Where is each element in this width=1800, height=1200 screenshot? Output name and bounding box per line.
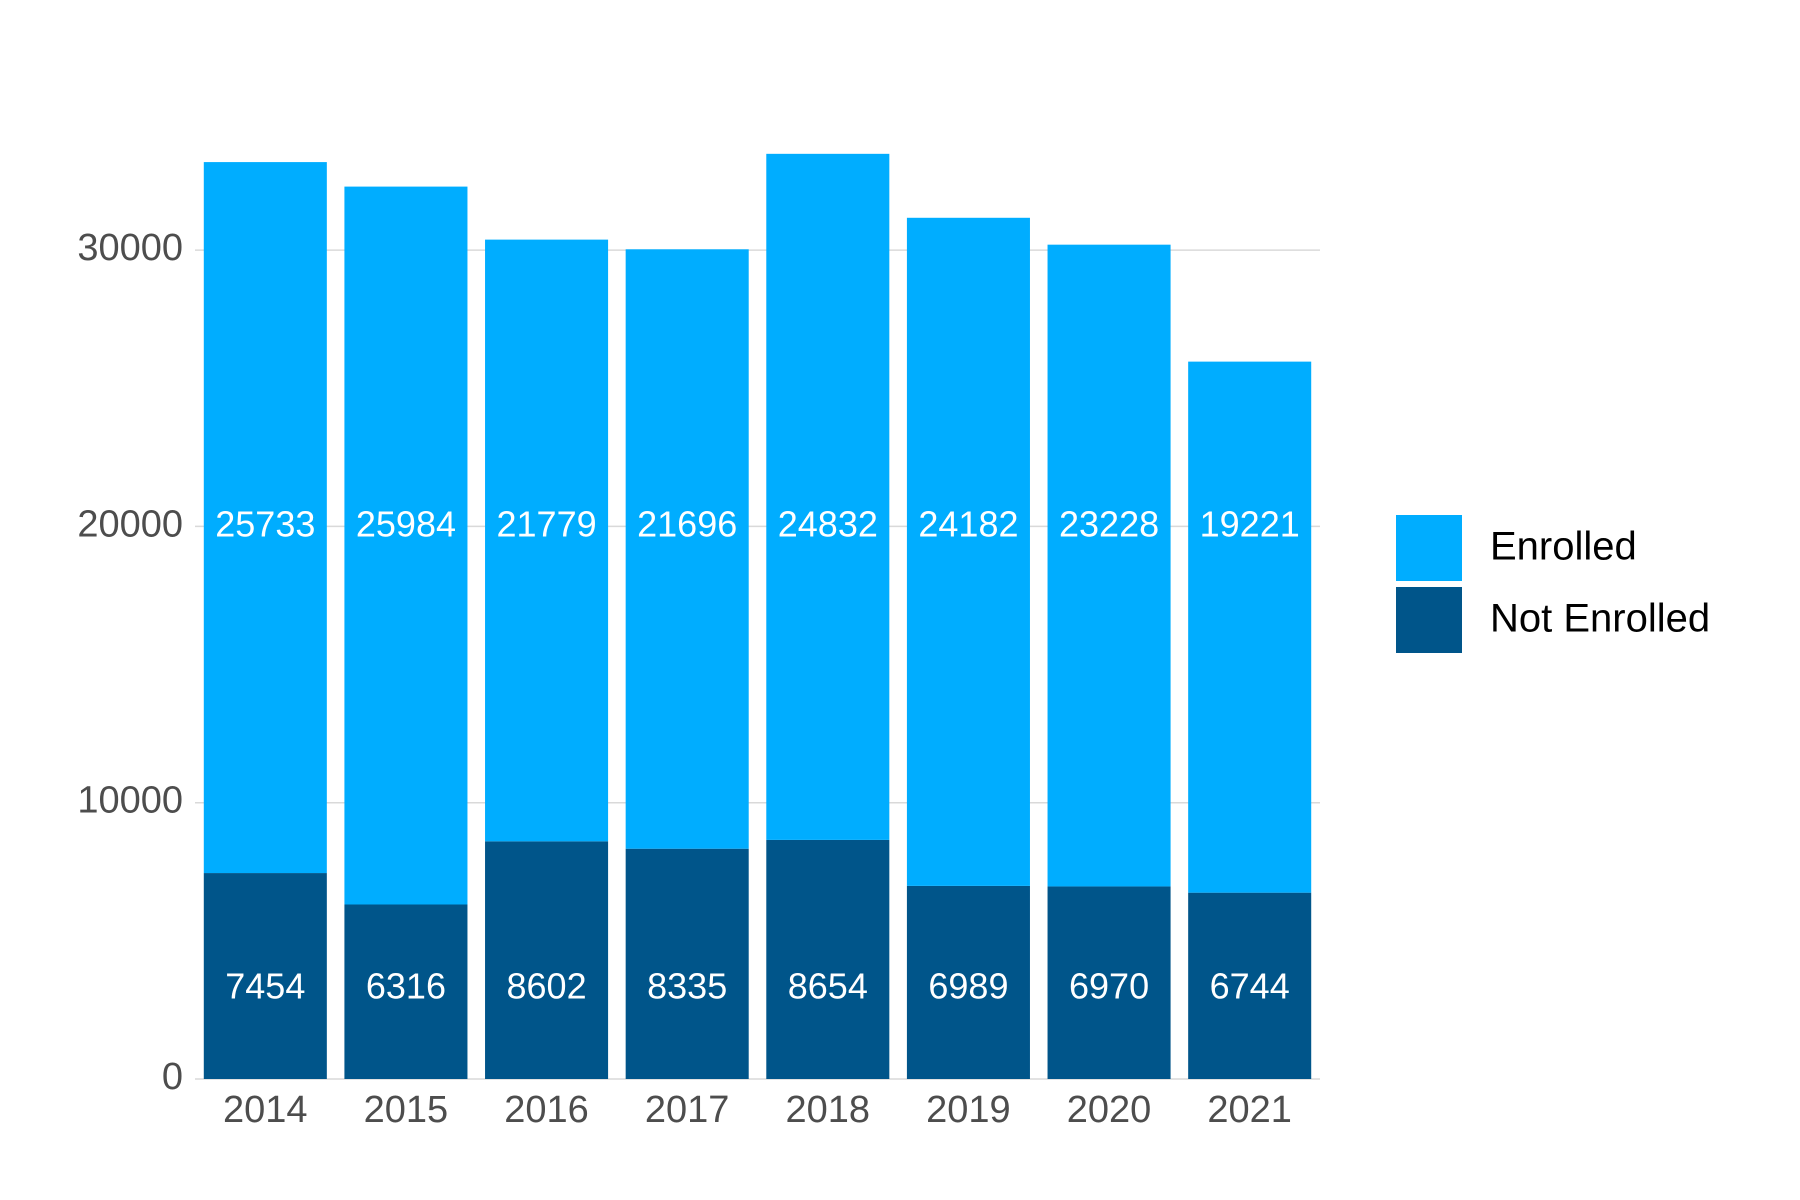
x-tick-label: 2016 — [504, 1089, 589, 1131]
data-label: 6744 — [1210, 966, 1290, 1007]
data-label: 8335 — [647, 966, 727, 1007]
y-tick-label: 10000 — [77, 780, 183, 822]
data-label: 7454 — [225, 966, 305, 1007]
data-label: 6989 — [928, 966, 1008, 1007]
data-label: 23228 — [1059, 504, 1159, 545]
data-label: 8654 — [788, 966, 868, 1007]
bar-segment — [766, 839, 890, 1079]
bar-segment — [1188, 361, 1312, 893]
y-tick-label: 30000 — [77, 227, 183, 269]
data-label: 6970 — [1069, 966, 1149, 1007]
data-label: 21779 — [497, 504, 597, 545]
bar-segment — [344, 904, 468, 1079]
bar-segment — [766, 153, 890, 840]
y-tick-label: 20000 — [77, 503, 183, 545]
bar-segment — [203, 162, 327, 874]
legend-label: Enrolled — [1490, 525, 1637, 569]
data-label: 8602 — [507, 966, 587, 1007]
data-label: 24832 — [778, 504, 878, 545]
bar-segment — [1047, 244, 1171, 887]
legend-key — [1396, 515, 1462, 581]
y-tick-label: 0 — [162, 1056, 183, 1098]
data-label: 19221 — [1200, 504, 1300, 545]
bar-segment — [906, 885, 1030, 1079]
data-label: 21696 — [637, 504, 737, 545]
x-tick-label: 2021 — [1207, 1089, 1292, 1131]
x-tick-label: 2019 — [926, 1089, 1011, 1131]
bar-segment — [625, 249, 749, 849]
x-tick-label: 2020 — [1067, 1089, 1152, 1131]
bar-segment — [1047, 886, 1171, 1079]
bar-segment — [485, 841, 609, 1079]
bar-segment — [906, 217, 1030, 886]
data-label: 24182 — [918, 504, 1018, 545]
x-tick-label: 2015 — [364, 1089, 449, 1131]
data-label: 25733 — [215, 504, 315, 545]
bar-segment — [203, 873, 327, 1079]
x-tick-label: 2017 — [645, 1089, 730, 1131]
data-label: 25984 — [356, 504, 456, 545]
legend-key — [1396, 587, 1462, 653]
x-tick-label: 2018 — [786, 1089, 871, 1131]
legend-label: Not Enrolled — [1490, 597, 1710, 641]
bar-segment — [1188, 892, 1312, 1079]
x-tick-label: 2014 — [223, 1089, 308, 1131]
data-label: 6316 — [366, 966, 446, 1007]
bar-segment — [485, 239, 609, 842]
bar-segment — [344, 186, 468, 905]
bar-segment — [625, 848, 749, 1079]
